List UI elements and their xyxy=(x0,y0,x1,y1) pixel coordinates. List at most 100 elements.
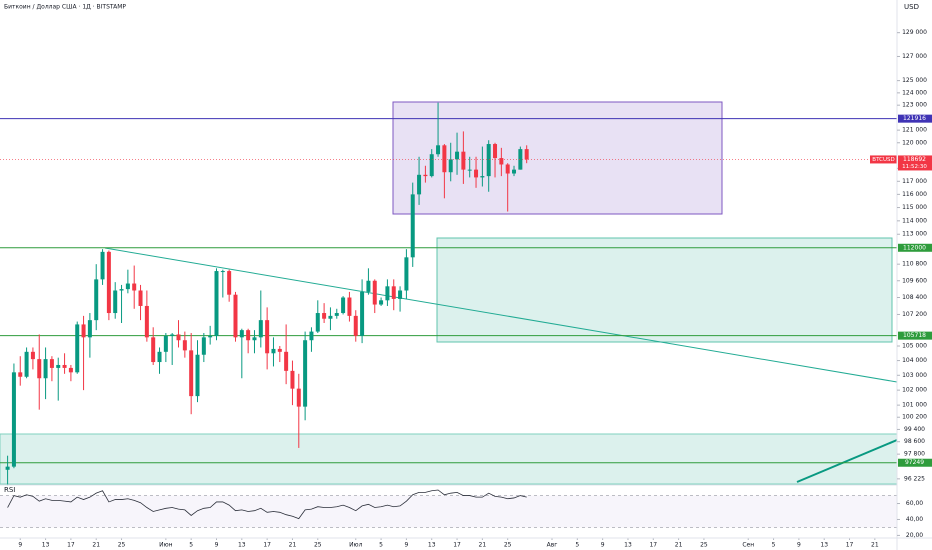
x-tick-label: 21 xyxy=(675,542,683,549)
candle-body xyxy=(94,279,99,321)
y-tick-label: 107 200 xyxy=(902,311,927,318)
candle-body xyxy=(328,315,333,319)
axis-layer: 129 000 127 000 125 000 124 000 123 000 121 0… xyxy=(897,29,932,539)
candle-body xyxy=(227,271,232,295)
candle-body xyxy=(246,330,251,341)
candle-body xyxy=(334,313,339,316)
y-tick-label: 99 400 xyxy=(904,426,925,433)
countdown: 11:52:30 xyxy=(902,164,927,170)
candle-body xyxy=(315,313,320,332)
candle-body xyxy=(442,145,447,173)
candle-body xyxy=(208,335,213,338)
x-tick-label: Сен xyxy=(742,542,754,549)
y-tick-label: 105 000 xyxy=(902,343,927,350)
y-tick-label: 60,00 xyxy=(906,500,923,507)
x-tick-label: 13 xyxy=(42,542,50,549)
candle-body xyxy=(30,351,35,360)
y-tick-label: 120 000 xyxy=(902,139,927,146)
y-tick-label: 96 225 xyxy=(904,475,925,482)
candle-body xyxy=(341,297,346,314)
x-tick-label: 5 xyxy=(772,542,776,549)
candle-body xyxy=(353,315,358,336)
candle-body xyxy=(461,151,466,170)
y-tick-label: 123 000 xyxy=(902,102,927,109)
x-tick-label: 9 xyxy=(797,542,801,549)
x-tick-label: 21 xyxy=(92,542,100,549)
rsi-band xyxy=(0,495,897,528)
range-box xyxy=(392,101,723,215)
candle-body xyxy=(524,149,529,160)
candle-body xyxy=(474,169,479,178)
level-label: 97249 xyxy=(905,459,924,466)
candle-body xyxy=(385,286,390,301)
x-tick-label: 25 xyxy=(118,542,126,549)
candle-body xyxy=(480,176,485,178)
indicator-title: RSI xyxy=(4,486,15,494)
candle-body xyxy=(5,466,10,470)
candle-body xyxy=(423,174,428,177)
candle-body xyxy=(309,331,314,341)
y-tick-label: 101 000 xyxy=(902,402,927,409)
candle-body xyxy=(486,144,491,177)
candle-body xyxy=(379,300,384,305)
candle-body xyxy=(125,283,130,290)
candle-body xyxy=(518,149,523,170)
zone xyxy=(436,237,893,343)
currency: USD xyxy=(904,3,919,11)
candle-body xyxy=(512,169,517,174)
y-tick-label: 129 000 xyxy=(902,29,927,36)
price-axis xyxy=(897,0,932,550)
candle-body xyxy=(455,151,460,160)
rsi-line xyxy=(7,489,527,520)
x-tick-label: Июн xyxy=(159,542,173,549)
candle-body xyxy=(201,337,206,355)
candle-body xyxy=(113,290,118,314)
y-tick-label: 110 800 xyxy=(902,261,927,268)
x-tick-label: 13 xyxy=(428,542,436,549)
candle-body xyxy=(214,271,219,336)
candle-body xyxy=(391,286,396,299)
zone xyxy=(0,433,898,485)
x-tick-label: 9 xyxy=(18,542,22,549)
candle-body xyxy=(170,334,175,336)
level-label: 112000 xyxy=(903,244,926,251)
candle-body xyxy=(62,364,67,368)
y-tick-label: 117 000 xyxy=(902,178,927,185)
level-label-box xyxy=(898,458,932,467)
candle-body xyxy=(252,337,257,341)
candle-body xyxy=(176,334,181,341)
candle-body xyxy=(505,164,510,174)
symbol-box xyxy=(870,155,897,164)
x-tick-label: 13 xyxy=(820,542,828,549)
candle-body xyxy=(493,144,498,159)
candle-body xyxy=(81,324,86,338)
candle-body xyxy=(24,351,29,377)
y-tick-label: 109 600 xyxy=(902,277,927,284)
chart-title: Биткоин / Доллар США · 1Д · BITSTAMP xyxy=(4,4,126,11)
x-tick-label: 21 xyxy=(289,542,297,549)
candle-body xyxy=(220,271,225,273)
x-tick-label: 5 xyxy=(575,542,579,549)
y-tick-label: 113 000 xyxy=(902,231,927,238)
y-tick-label: 104 000 xyxy=(902,357,927,364)
y-tick-label: 103 000 xyxy=(902,372,927,379)
candle-body xyxy=(296,388,301,407)
level-label-box xyxy=(898,114,932,123)
last-price-label: 118692 xyxy=(903,156,926,163)
candle-body xyxy=(467,169,472,171)
candle-body xyxy=(68,367,73,373)
symbol-label: BTCUSD xyxy=(872,157,894,163)
x-tick-label: 13 xyxy=(238,542,246,549)
x-tick-label: 5 xyxy=(379,542,383,549)
x-tick-label: 25 xyxy=(314,542,322,549)
candle-body xyxy=(56,364,61,368)
y-tick-label: 40,00 xyxy=(906,516,923,523)
candle-body xyxy=(11,372,16,467)
candle-body xyxy=(43,359,48,379)
level-label-box xyxy=(898,331,932,340)
candle-body xyxy=(277,348,282,352)
x-tick-label: 21 xyxy=(871,542,879,549)
y-tick-label: 114 000 xyxy=(902,217,927,224)
x-tick-label: Июл xyxy=(349,542,363,549)
candle-body xyxy=(163,335,168,352)
